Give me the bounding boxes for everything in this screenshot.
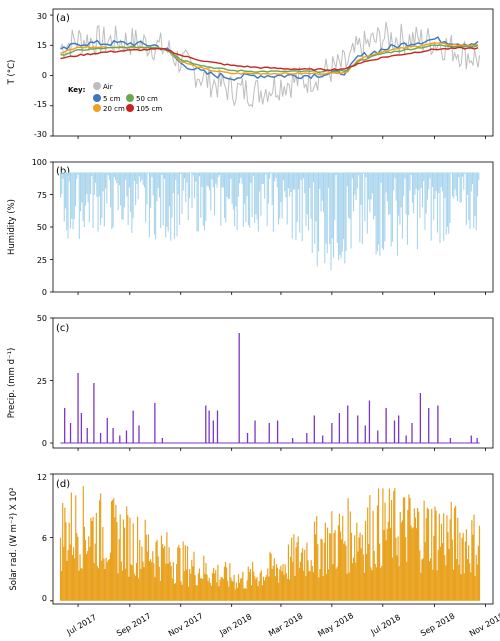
panel-a-frame [52,8,494,137]
legend-label-5cm: 5 cm [103,95,121,103]
x-tick-label: Nov 2017 [167,611,205,638]
panel-b: (b) Humidity (%) 0 25 50 75 100 [7,158,494,297]
panel-c-ytick-label: 25 [37,377,47,386]
panel-c: (c) Precip. (mm d⁻¹) 0 25 50 [7,314,494,451]
panel-c-ytick-label: 50 [37,314,47,323]
panel-a-ytick-label: 0 [42,71,47,80]
panel-d-plot-area [50,473,486,607]
panel-a-yticks: -30 -15 0 15 30 [34,12,47,139]
panel-b-ytick-label: 100 [32,158,47,167]
panel-a-ytick-label: -30 [34,130,47,139]
x-tick-label: Jul 2018 [369,613,403,638]
panel-d-ytick-label: 0 [42,594,47,603]
legend-label-20cm: 20 cm [103,105,125,113]
panel-d-ytick-label: 6 [42,534,47,543]
panel-d-yticks: 0 6 12 [37,473,47,603]
panel-b-ytick-label: 0 [42,288,47,297]
x-tick-label: May 2018 [316,611,355,639]
panel-b-yticks: 0 25 50 75 100 [32,158,47,297]
panel-a-ylabel: T (°C) [7,60,17,86]
legend-label-50cm: 50 cm [136,95,158,103]
legend-label-105cm: 105 cm [136,105,162,113]
panel-d-label: (d) [56,479,70,490]
panel-c-yticks: 0 25 50 [37,314,47,448]
legend: Key: Air 5 cm 20 cm 50 cm 105 cm [68,82,162,113]
x-tick-label: Jul 2017 [65,613,99,638]
x-tick-label: Nov 2018 [468,611,500,638]
series-line-air [60,21,481,109]
x-axis-tick-labels: Jul 2017 Sep 2017 Nov 2017 Jan 2018 Mar … [65,611,500,639]
series-line-105-cm [60,46,479,72]
panel-a: (a) T (°C) -30 -15 0 15 30 Key: Air 5 cm… [7,8,494,139]
panel-d-ylabel: Solar rad. (W m⁻²) X 10² [9,487,19,590]
legend-swatch-50cm [126,94,134,102]
panel-a-label: (a) [56,13,70,24]
panel-b-ytick-label: 25 [37,256,47,265]
panel-c-label: (c) [56,323,69,334]
legend-swatch-20cm [93,104,101,112]
panel-a-ytick-label: 15 [37,41,47,50]
panel-a-ytick-label: -15 [34,100,47,109]
x-tick-label: Sep 2017 [115,611,152,638]
panel-a-ytick-label: 30 [37,12,47,21]
x-tick-label: Mar 2018 [267,611,304,638]
panel-c-plot-area [50,317,486,451]
panel-b-ytick-label: 50 [37,223,47,232]
legend-swatch-5cm [93,94,101,102]
panel-d-frame [52,473,494,605]
panel-b-label: (b) [56,166,70,177]
legend-swatch-105cm [126,104,134,112]
panel-c-ytick-label: 0 [42,439,47,448]
panel-c-ylabel: Precip. (mm d⁻¹) [7,348,17,419]
x-tick-label: Sep 2018 [419,611,456,638]
panel-b-plot-area [50,161,486,295]
x-tick-label: Jan 2018 [217,612,253,638]
legend-label-air: Air [103,83,113,91]
panel-d-ytick-label: 12 [37,473,47,482]
legend-swatch-air [93,82,101,90]
panel-a-plot-area [50,14,486,139]
legend-title: Key: [68,86,86,94]
panel-b-ytick-label: 75 [37,191,47,200]
panel-c-frame [52,317,494,449]
panel-d: (d) Solar rad. (W m⁻²) X 10² 0 6 12 Jul … [9,473,500,639]
series-line-50-cm [60,44,479,74]
panel-b-ylabel: Humidity (%) [7,199,17,255]
